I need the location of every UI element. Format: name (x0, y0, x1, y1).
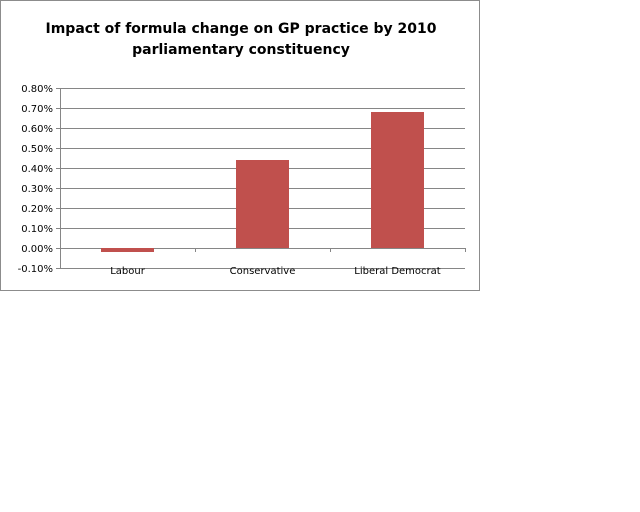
y-tick-label: 0.40% (21, 164, 53, 175)
y-tick-label: 0.70% (21, 104, 53, 115)
y-tick-label: 0.10% (21, 224, 53, 235)
y-tick-label: 0.30% (21, 184, 53, 195)
y-tick-label: 0.50% (21, 144, 53, 155)
y-tick-label: 0.00% (21, 244, 53, 255)
chart-title-line-1: Impact of formula change on GP practice … (45, 21, 437, 37)
chart-frame: Impact of formula change on GP practice … (0, 0, 480, 291)
bar (101, 248, 154, 252)
bar-chart-plot: 0.80% 0.70% 0.60% 0.50% 0.40% 0.30% 0.20% 0.10%… (18, 84, 466, 277)
y-tick-label: 0.80% (21, 84, 53, 95)
chart-title-line-2: parliamentary constituency (132, 42, 350, 58)
x-category-label: Liberal Democrat (354, 266, 440, 277)
y-tick-label: 0.20% (21, 204, 53, 215)
bar (371, 112, 424, 248)
bar (236, 160, 289, 248)
chart-title: Impact of formula change on GP practice … (1, 19, 481, 61)
y-tick-label: 0.60% (21, 124, 53, 135)
y-tick-label: -0.10% (18, 264, 53, 275)
x-category-label: Conservative (230, 266, 296, 277)
x-category-label: Labour (110, 266, 146, 277)
